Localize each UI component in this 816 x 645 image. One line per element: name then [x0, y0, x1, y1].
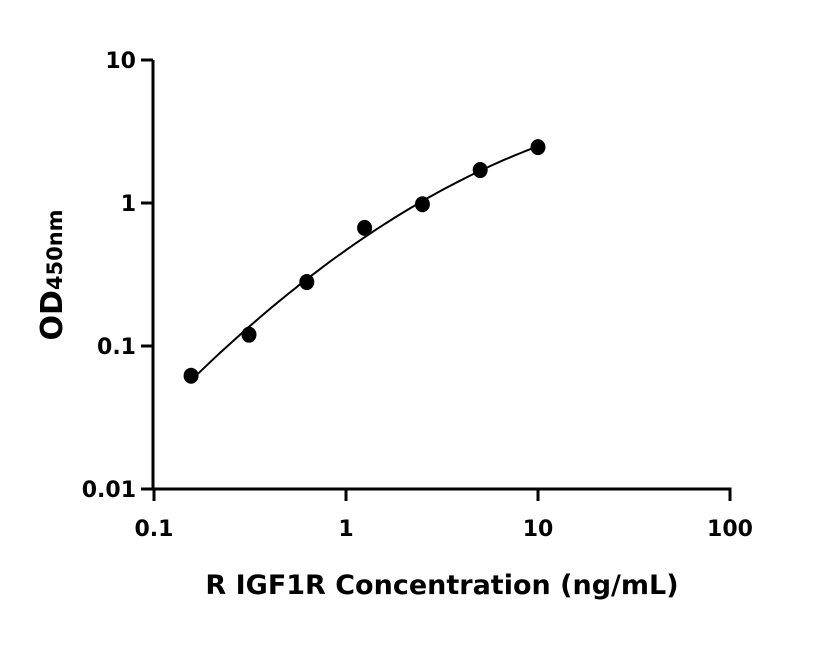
data-point [299, 274, 315, 291]
data-point [414, 196, 430, 213]
data-point [472, 162, 488, 179]
x-tick-label: 0.1 [135, 517, 174, 542]
y-axis-label: OD450nm [35, 209, 70, 340]
x-tick-label: 10 [523, 517, 554, 542]
y-axis-label-sub: 450nm [43, 209, 67, 290]
x-tick-label: 1 [338, 517, 353, 542]
data-point [241, 326, 257, 343]
data-point [530, 139, 546, 156]
x-axis-label: R IGF1R Concentration (ng/mL) [205, 570, 678, 601]
axes: 0.1 1 10 100 0.01 0.1 1 10 [82, 49, 753, 542]
data-point [357, 219, 373, 236]
y-axis-label-main: OD [35, 290, 70, 340]
y-tick-label: 0.1 [97, 335, 136, 360]
x-tick-label: 100 [707, 517, 753, 542]
data-point [183, 367, 199, 384]
y-tick-label: 0.01 [82, 478, 136, 503]
fit-curve [190, 145, 539, 382]
y-tick-label: 1 [121, 192, 136, 217]
y-tick-label: 10 [105, 49, 136, 74]
data-points [183, 139, 546, 384]
